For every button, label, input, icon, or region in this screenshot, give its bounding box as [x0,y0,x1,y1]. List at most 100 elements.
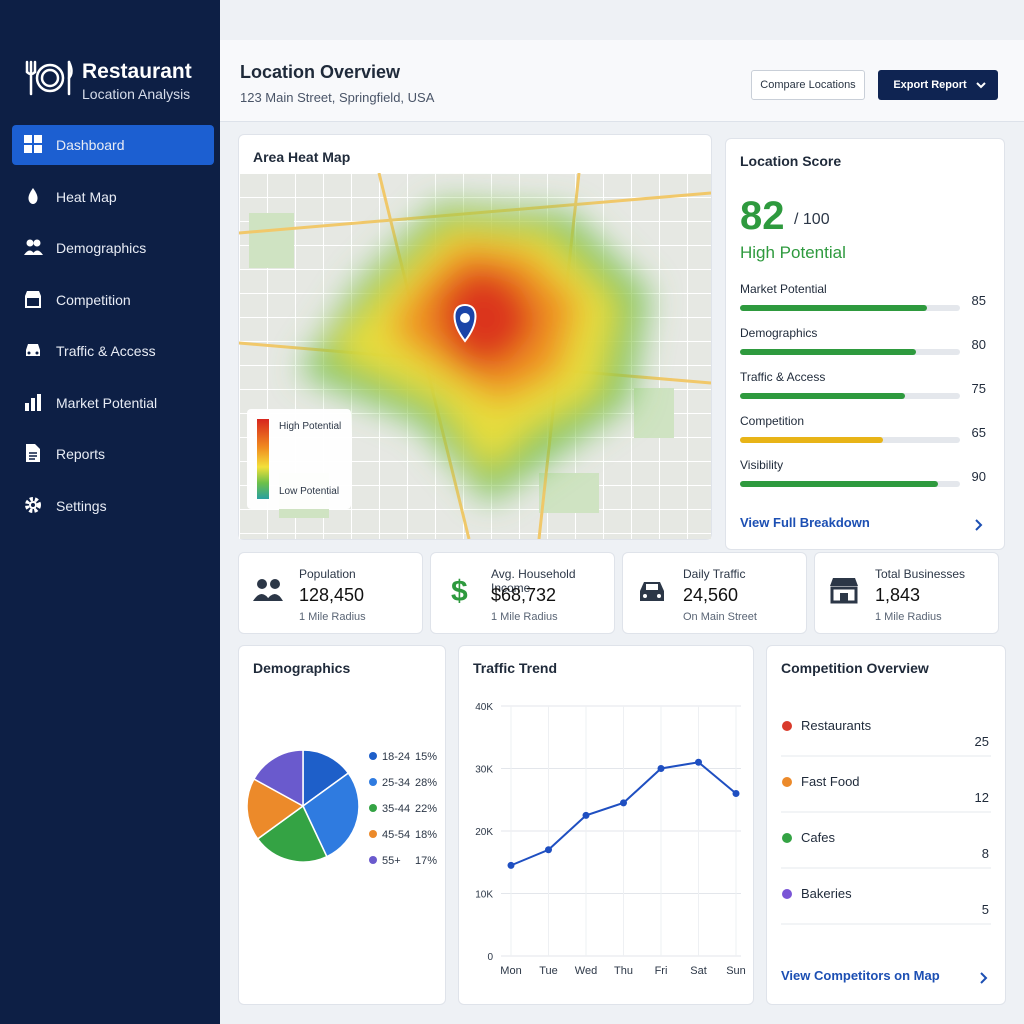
line-title: Traffic Trend [473,660,558,676]
pie-title: Demographics [253,660,351,676]
value-label: 17% [415,855,437,867]
score-card: Location Score 82 / 100 High Potential V… [725,138,1005,550]
category-dot [782,777,792,787]
competition-list: Restaurants 25 Fast Food 12 Cafes 8 Bakeries 5 [781,718,991,925]
value-label: 18% [415,829,437,841]
value-label: 28% [415,777,437,789]
category-name: Bakeries [801,886,852,901]
category-count: 5 [982,902,989,917]
location-pin [453,303,477,343]
stat-value: $68,732 [491,585,557,605]
page-title: Location Overview [240,62,401,82]
nav-label: Reports [56,446,106,462]
category-count: 12 [975,790,989,805]
x-tick-label: Sun [726,965,746,977]
nav-item[interactable]: Demographics [12,228,214,268]
pie-slice [252,749,304,808]
legend-label: 35-44 [382,803,410,815]
header: Location Overview 123 Main Street, Sprin… [220,40,1024,122]
stat-value: 128,450 [299,585,365,605]
stat-label: Avg. Household Income [491,567,576,595]
stat-card: $ Avg. Household Income $68,732 1 Mile Radi… [430,552,615,634]
heat-map-card: Area Heat Map [238,134,712,540]
factor-bar [740,437,883,443]
traffic-point [657,765,665,772]
heat-map: High Potential Low Potential [239,173,711,539]
nav-item[interactable]: Settings [12,486,214,526]
stat-label: Population [299,567,356,581]
x-tick-label: Wed [575,965,597,977]
y-tick-label: 10K [475,890,493,901]
factor-name: Traffic & Access [740,370,825,384]
category-count: 25 [975,734,989,749]
legend-dot [369,752,377,760]
nav-icon [24,239,43,255]
stat-card: Population 128,450 1 Mile Radius [238,552,423,634]
factor-name: Demographics [740,326,817,340]
chevron [980,972,988,984]
y-tick-label: 40K [475,702,493,713]
pie-slice [246,778,305,840]
nav-icon [26,444,40,462]
traffic-point [545,846,552,854]
factor-bar [740,349,916,355]
stat-label: Total Businesses [875,567,966,581]
brand-logo [25,60,73,96]
export-button[interactable]: Export Report [878,70,998,100]
category-name: Restaurants [801,718,872,733]
legend-dot [369,804,377,812]
pie-chart: 18-24 15% 25-34 28% 35-44 22% 45-54 18% 55+ 17% [246,749,437,867]
x-tick-label: Mon [500,965,521,977]
export-label: Export Report [893,79,967,91]
stat-value: 24,560 [683,585,739,605]
brand-subtitle: Location Analysis [82,86,191,102]
competition-title: Competition Overview [781,660,929,676]
breakdown-link[interactable]: View Full Breakdown [740,515,870,530]
stat-value: 1,843 [875,585,921,605]
demographics-card: Demographics 18-24 15% 25-34 28% 35-44 22% 45-… [238,645,446,1005]
factor-bar [740,305,927,311]
stat-card: Total Businesses 1,843 1 Mile Radius [814,552,999,634]
factor-value: 85 [972,293,986,308]
y-tick-label: 20K [475,827,493,838]
nav-label: Traffic & Access [56,343,156,359]
traffic-point [695,758,702,766]
traffic-card: Traffic Trend 0 10K 20K 30K 40K Mon Tue Wed Thu F… [458,645,754,1005]
nav-icon [28,187,38,204]
nav-item[interactable]: Dashboard [12,125,214,165]
chevron [975,519,983,531]
pie-slice [302,772,360,858]
factor-value: 75 [972,381,986,396]
value-label: 22% [415,803,437,815]
compare-button[interactable]: Compare Locations [751,70,865,100]
chevron [976,82,986,89]
main: Location Overview 123 Main Street, Sprin… [220,0,1024,1024]
legend-low: Low Potential [279,486,339,497]
legend-box [247,409,351,509]
address: 123 Main Street, Springfield, USA [240,90,435,105]
nav-item[interactable]: Market Potential [12,383,214,423]
stat-label: Daily Traffic [683,567,746,581]
y-tick-label: 0 [487,952,493,963]
factor-bar [740,481,938,487]
nav-item[interactable]: Competition [12,280,214,320]
nav-item[interactable]: Heat Map [12,177,214,217]
nav-item[interactable]: Reports [12,434,214,474]
nav-label: Heat Map [56,188,117,205]
category-dot [782,833,792,843]
competitors-link[interactable]: View Competitors on Map [781,968,940,983]
y-tick-label: 30K [475,765,493,776]
score-value: 82 [740,194,785,238]
score-max: / 100 [794,211,830,228]
nav-label: Competition [56,291,131,308]
legend-label: 25-34 [382,777,410,789]
category-dot [782,721,792,731]
score-rating: High Potential [740,243,846,262]
x-tick-label: Fri [655,965,668,977]
nav-icon [25,496,41,513]
nav-item[interactable]: Traffic & Access [12,331,214,371]
legend-label: 18-24 [382,751,410,763]
traffic-point [620,799,627,807]
pie-slice [256,804,328,863]
